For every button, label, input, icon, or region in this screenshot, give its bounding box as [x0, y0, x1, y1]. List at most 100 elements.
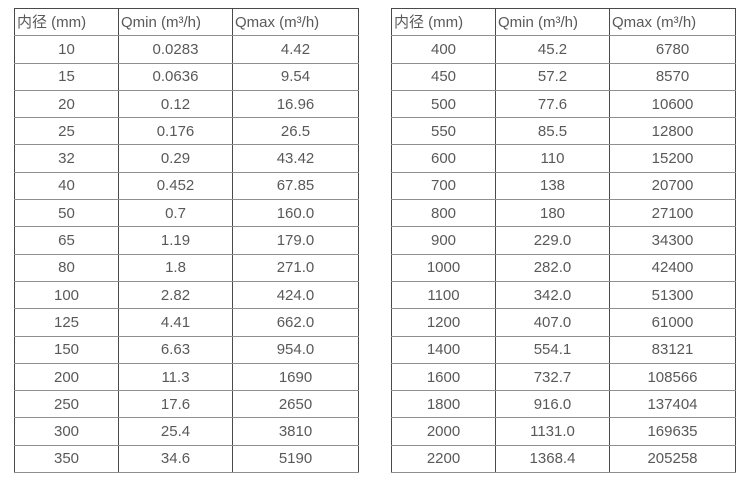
table-cell: 1400: [391, 336, 496, 364]
table-cell: 1200: [391, 308, 496, 337]
table-cell: 169635: [609, 417, 736, 446]
header-row: 内径 (mm) Qmin (m³/h) Qmax (m³/h): [14, 8, 359, 37]
table-cell: 42400: [609, 254, 736, 282]
table-cell: 900: [391, 226, 496, 255]
table-row: 450 57.2 8570: [391, 63, 736, 91]
table-cell: 0.176: [118, 117, 233, 146]
table-row: 15 0.0636 9.54: [14, 63, 359, 91]
table-cell: 229.0: [495, 226, 610, 255]
table-cell: 1000: [391, 254, 496, 282]
table-cell: 25: [14, 117, 119, 146]
table-cell: 20700: [609, 172, 736, 201]
table-cell: 57.2: [495, 63, 610, 91]
table-cell: 424.0: [232, 281, 359, 310]
table-cell: 26.5: [232, 117, 359, 146]
header-cell: Qmin (m³/h): [118, 8, 233, 37]
table-cell: 4.42: [232, 35, 359, 64]
table-cell: 20: [14, 90, 119, 119]
table-cell: 16.96: [232, 90, 359, 119]
table-cell: 40: [14, 172, 119, 201]
table-cell: 662.0: [232, 308, 359, 337]
table-row: 125 4.41 662.0: [14, 308, 359, 337]
table-cell: 61000: [609, 308, 736, 337]
table-cell: 43.42: [232, 144, 359, 173]
table-row: 800 180 27100: [391, 199, 736, 228]
table-row: 700 138 20700: [391, 172, 736, 201]
table-cell: 350: [14, 445, 119, 474]
table-cell: 2200: [391, 445, 496, 474]
table-row: 1100 342.0 51300: [391, 281, 736, 310]
table-cell: 180: [495, 199, 610, 228]
table-cell: 205258: [609, 445, 736, 474]
table-cell: 1690: [232, 363, 359, 392]
table-cell: 83121: [609, 336, 736, 364]
table-row: 1000 282.0 42400: [391, 254, 736, 282]
table-cell: 200: [14, 363, 119, 392]
table-cell: 27100: [609, 199, 736, 228]
table-cell: 85.5: [495, 117, 610, 146]
table-row: 500 77.6 10600: [391, 90, 736, 119]
table-cell: 17.6: [118, 390, 233, 419]
table-cell: 250: [14, 390, 119, 419]
table-row: 1400 554.1 83121: [391, 336, 736, 364]
table-cell: 0.452: [118, 172, 233, 201]
table-cell: 108566: [609, 363, 736, 392]
table-cell: 110: [495, 144, 610, 173]
table-cell: 954.0: [232, 336, 359, 364]
table-row: 50 0.7 160.0: [14, 199, 359, 228]
header-cell: 内径 (mm): [14, 8, 119, 37]
table-cell: 6780: [609, 35, 736, 64]
table-cell: 10: [14, 35, 119, 64]
table-cell: 8570: [609, 63, 736, 91]
table-row: 80 1.8 271.0: [14, 254, 359, 282]
table-cell: 50: [14, 199, 119, 228]
table-row: 65 1.19 179.0: [14, 226, 359, 255]
table-row: 100 2.82 424.0: [14, 281, 359, 310]
table-row: 2000 1131.0 169635: [391, 417, 736, 446]
table-cell: 916.0: [495, 390, 610, 419]
header-cell: Qmin (m³/h): [495, 8, 610, 37]
table-cell: 3810: [232, 417, 359, 446]
table-cell: 10600: [609, 90, 736, 119]
table-cell: 67.85: [232, 172, 359, 201]
table-cell: 25.4: [118, 417, 233, 446]
header-cell: 内径 (mm): [391, 8, 496, 37]
table-cell: 700: [391, 172, 496, 201]
table-row: 200 11.3 1690: [14, 363, 359, 392]
table-cell: 125: [14, 308, 119, 337]
table-cell: 550: [391, 117, 496, 146]
table-cell: 138: [495, 172, 610, 201]
table-cell: 77.6: [495, 90, 610, 119]
header-row: 内径 (mm) Qmin (m³/h) Qmax (m³/h): [391, 8, 736, 37]
table-cell: 12800: [609, 117, 736, 146]
table-row: 400 45.2 6780: [391, 35, 736, 64]
table-cell: 1100: [391, 281, 496, 310]
table-cell: 1.19: [118, 226, 233, 255]
table-cell: 0.12: [118, 90, 233, 119]
table-cell: 407.0: [495, 308, 610, 337]
table-cell: 34300: [609, 226, 736, 255]
table-cell: 1800: [391, 390, 496, 419]
table-cell: 1368.4: [495, 445, 610, 474]
table-cell: 5190: [232, 445, 359, 474]
table-cell: 15: [14, 63, 119, 91]
table-cell: 4.41: [118, 308, 233, 337]
table-row: 900 229.0 34300: [391, 226, 736, 255]
table-cell: 2650: [232, 390, 359, 419]
table-cell: 0.0636: [118, 63, 233, 91]
table-cell: 11.3: [118, 363, 233, 392]
table-cell: 80: [14, 254, 119, 282]
table-cell: 732.7: [495, 363, 610, 392]
table-row: 40 0.452 67.85: [14, 172, 359, 201]
table-cell: 554.1: [495, 336, 610, 364]
table-cell: 1131.0: [495, 417, 610, 446]
table-cell: 100: [14, 281, 119, 310]
table-row: 1200 407.0 61000: [391, 308, 736, 337]
table-cell: 400: [391, 35, 496, 64]
table-row: 32 0.29 43.42: [14, 144, 359, 173]
table-cell: 300: [14, 417, 119, 446]
table-cell: 45.2: [495, 35, 610, 64]
table-cell: 2000: [391, 417, 496, 446]
header-cell: Qmax (m³/h): [609, 8, 736, 37]
